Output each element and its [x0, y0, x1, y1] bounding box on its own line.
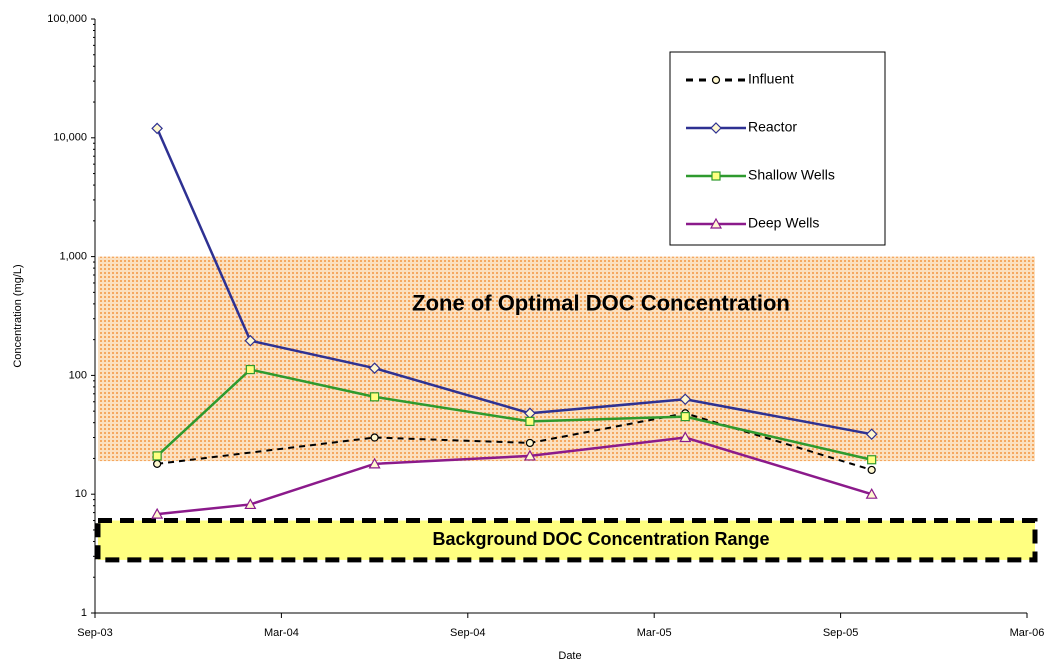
- legend-marker: [710, 122, 722, 134]
- x-tick-label: Mar-06: [1010, 627, 1045, 639]
- marker: [679, 393, 692, 406]
- marker: [680, 411, 690, 422]
- marker: [865, 428, 878, 441]
- x-axis-label: Date: [558, 650, 581, 662]
- y-axis-label: Concentration (mg/L): [12, 264, 24, 367]
- legend-label: Reactor: [748, 119, 797, 135]
- marker: [368, 457, 381, 469]
- marker: [867, 455, 877, 465]
- marker: [865, 487, 878, 499]
- band: [95, 518, 1038, 563]
- y-tick-label: 10,000: [53, 132, 87, 144]
- x-tick-label: Sep-05: [823, 627, 858, 639]
- marker: [151, 122, 163, 135]
- legend-marker: [709, 217, 723, 229]
- marker: [370, 392, 380, 402]
- x-tick-label: Sep-04: [450, 627, 485, 639]
- marker: [679, 431, 692, 443]
- y-tick-label: 1,000: [59, 251, 87, 263]
- legend-label: Shallow Wells: [748, 167, 835, 183]
- marker: [152, 451, 162, 461]
- band: [98, 256, 1035, 462]
- marker: [245, 364, 255, 375]
- y-tick-label: 10: [75, 488, 87, 500]
- marker: [525, 438, 535, 448]
- legend-label: Influent: [748, 71, 794, 87]
- marker: [151, 507, 164, 519]
- x-tick-label: Mar-04: [264, 627, 299, 639]
- marker: [244, 334, 257, 347]
- marker: [525, 416, 535, 427]
- legend-marker: [711, 75, 721, 85]
- band-label: Zone of Optimal DOC Concentration: [412, 290, 790, 315]
- marker: [153, 459, 162, 468]
- series-line: [156, 368, 872, 461]
- marker: [867, 465, 876, 475]
- band-label: Background DOC Concentration Range: [432, 529, 769, 549]
- legend-marker: [711, 171, 721, 181]
- marker: [370, 433, 379, 442]
- y-tick-label: 100,000: [47, 13, 87, 25]
- marker: [244, 498, 257, 510]
- series-line: [157, 436, 873, 516]
- y-tick-label: 1: [81, 607, 87, 619]
- marker: [523, 449, 536, 461]
- legend-box: [669, 51, 886, 246]
- series-line: [155, 127, 872, 436]
- x-tick-label: Mar-05: [637, 627, 672, 639]
- legend-label: Deep Wells: [748, 215, 819, 231]
- y-tick-label: 100: [69, 369, 87, 381]
- x-tick-label: Sep-03: [77, 627, 112, 639]
- marker: [368, 362, 381, 375]
